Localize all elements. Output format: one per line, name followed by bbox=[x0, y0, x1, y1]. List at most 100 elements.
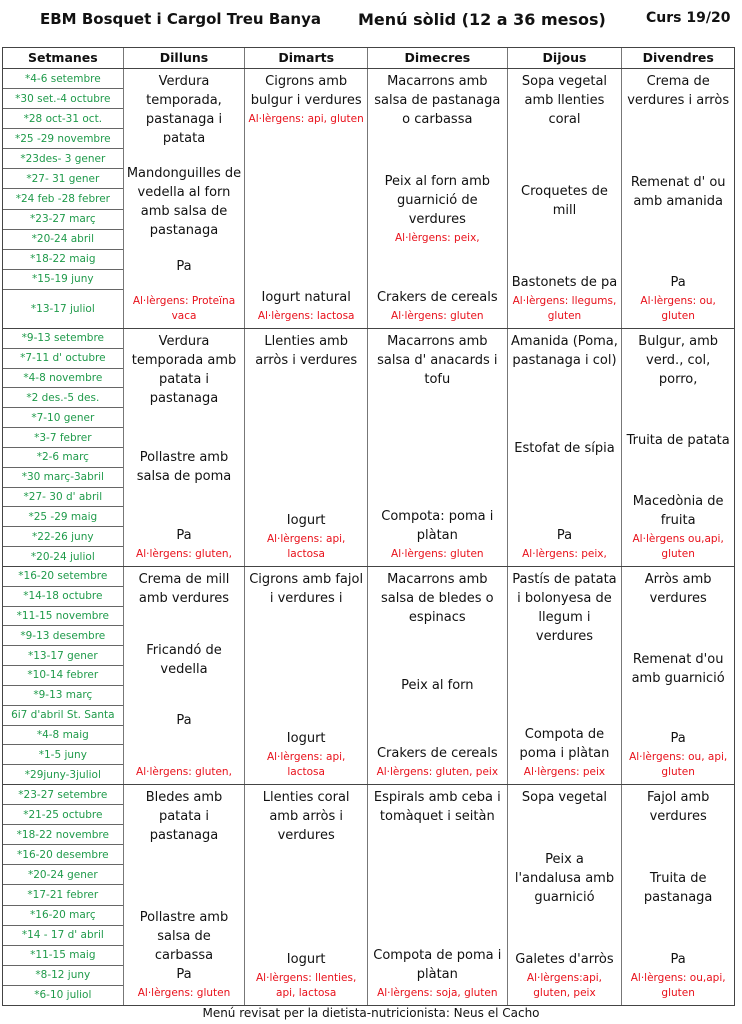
allergen-note: Al·lèrgens: llegums, gluten bbox=[512, 295, 617, 322]
menu-cell-thursday: Pastís de patata i bolonyesa de llegum i… bbox=[508, 567, 623, 784]
dish-group: Pollastre amb salsa de poma bbox=[127, 448, 242, 486]
dish-group: Peix al forn amb guarnició de verdures Al… bbox=[371, 172, 504, 246]
dish-name: Pa bbox=[176, 713, 192, 729]
dish-name: Verdura temporada, pastanaga i patata bbox=[145, 74, 223, 146]
dish-group: Croquetes de mill bbox=[511, 182, 619, 220]
allergen-note: Al·lèrgens: peix, bbox=[394, 231, 480, 244]
dish-group: Espirals amb ceba i tomàquet i seitàn bbox=[371, 788, 504, 826]
week-date: *20-24 gener bbox=[3, 865, 123, 886]
menu-table: Setmanes Dilluns Dimarts Dimecres Dijous… bbox=[2, 47, 735, 1006]
dish-group: Macarrons amb salsa d' anacards i tofu bbox=[371, 332, 504, 389]
week-date: *2-6 març bbox=[3, 448, 123, 468]
week-date: *1-5 juny bbox=[3, 745, 123, 766]
menu-cell-thursday: Amanida (Poma, pastanaga i col) Estofat d… bbox=[508, 329, 623, 566]
week-date: *16-20 setembre bbox=[3, 567, 123, 587]
week-date: *28 oct-31 oct. bbox=[3, 109, 123, 130]
dish-name: Iogurt bbox=[286, 731, 326, 746]
dish-group: Crema de verdures i arròs bbox=[625, 72, 731, 110]
allergen-note: Al·lèrgens: gluten, bbox=[136, 765, 232, 778]
dish-name: Truita de patata bbox=[626, 433, 730, 448]
week-date: *7-11 d' octubre bbox=[3, 349, 123, 369]
dish-group: Compota de poma i plàtan Al·lèrgens: soja… bbox=[371, 946, 504, 1001]
allergen-note: Al·lèrgens: ou, api, gluten bbox=[629, 751, 728, 778]
dish-group: Remenat d' ou amb amanida bbox=[625, 173, 731, 211]
week-date: *27- 31 gener bbox=[3, 169, 123, 190]
menu-cell-friday: Fajol amb verdures Truita de pastanaga Pa A… bbox=[622, 785, 734, 1005]
dish-name: Macedònia de fruita bbox=[632, 494, 724, 528]
allergen-note: Al·lèrgens: soja, gluten bbox=[377, 987, 498, 999]
dish-name: Crakers de cereals bbox=[376, 290, 498, 305]
week-date: *13-17 gener bbox=[3, 646, 123, 667]
dish-group: Llenties amb arròs i verdures bbox=[248, 332, 364, 370]
dish-group: Al·lèrgens: Proteïna vaca bbox=[127, 292, 242, 324]
week-date: *16-20 març bbox=[3, 906, 123, 926]
week-date: *4-6 setembre bbox=[3, 69, 123, 90]
dish-name: Iogurt bbox=[286, 952, 326, 967]
week-date: *9-13 desembre bbox=[3, 626, 123, 647]
dish-name: Pollastre amb salsa de carbassa bbox=[139, 910, 229, 963]
dish-group: Peix a l'andalusa amb guarnició bbox=[511, 850, 619, 907]
week-date: *18-22 novembre bbox=[3, 825, 123, 846]
column-header-thursday: Dijous bbox=[508, 48, 623, 68]
menu-cell-friday: Arròs amb verdures Remenat d'ou amb guarn… bbox=[622, 567, 734, 784]
column-header-monday: Dilluns bbox=[124, 48, 246, 68]
dish-group: Pollastre amb salsa de carbassa Pa Al·lèrg… bbox=[127, 908, 242, 1001]
dish-group: Pa Al·lèrgens: ou, gluten bbox=[625, 273, 731, 324]
dish-name: Peix al forn bbox=[401, 678, 474, 693]
dish-name: Cigrons amb bulgur i verdures bbox=[250, 74, 362, 108]
dish-name: Remenat d' ou amb amanida bbox=[630, 174, 726, 209]
course-year: Curs 19/20 bbox=[646, 10, 731, 26]
week-date: *8-12 juny bbox=[3, 966, 123, 986]
allergen-note: Al·lèrgens: llenties, api, lactosa bbox=[256, 972, 357, 999]
dish-group: Fajol amb verdures bbox=[625, 788, 731, 826]
week-date: *22-26 juny bbox=[3, 527, 123, 548]
dish-name: Galetes d'arròs bbox=[515, 952, 614, 967]
week-date: 6i7 d'abril St. Santa bbox=[3, 706, 123, 726]
dish-group: Crakers de cereals Al·lèrgens: gluten, pe… bbox=[371, 744, 504, 780]
dish-group: Llenties coral amb arròs i verdures bbox=[248, 788, 364, 845]
dish-name: Pa bbox=[556, 528, 573, 543]
menu-cell-monday: Verdura temporada amb patata i pastanaga… bbox=[124, 329, 246, 566]
dish-name: Llenties coral amb arròs i verdures bbox=[262, 790, 350, 843]
dish-group: Iogurt natural Al·lèrgens: lactosa bbox=[248, 288, 364, 324]
week-date: *27- 30 d' abril bbox=[3, 488, 123, 508]
dish-name: Compota de poma i plàtan bbox=[373, 948, 502, 982]
week-date: *30 març-3abril bbox=[3, 468, 123, 488]
column-header-wednesday: Dimecres bbox=[368, 48, 508, 68]
dish-name: Pa bbox=[176, 528, 192, 543]
menu-cell-tuesday: Cigrons amb bulgur i verdures Al·lèrgens:… bbox=[245, 69, 368, 328]
footer-note: Menú revisat per la dietista-nutricionis… bbox=[202, 1006, 540, 1020]
week-date: *18-22 maig bbox=[3, 250, 123, 270]
week-date: *7-10 gener bbox=[3, 408, 123, 429]
dish-group: Al·lèrgens: gluten, bbox=[127, 763, 242, 780]
week-date: *4-8 novembre bbox=[3, 369, 123, 389]
dish-group: Verdura temporada, pastanaga i patata bbox=[127, 72, 242, 148]
menu-cell-monday: Bledes amb patata i pastanaga Pollastre a… bbox=[124, 785, 246, 1005]
dish-name: Sopa vegetal amb llenties coral bbox=[521, 74, 608, 127]
column-header-friday: Divendres bbox=[642, 50, 714, 65]
dish-group: Peix al forn bbox=[371, 676, 504, 695]
week-date: *3-7 febrer bbox=[3, 428, 123, 448]
week-block: *23-27 setembre *21-25 octubre *18-22 nove… bbox=[3, 785, 734, 1005]
dish-name: Bastonets de pa bbox=[511, 275, 618, 290]
dish-name: Iogurt bbox=[286, 513, 326, 528]
dish-group: Galetes d'arròs Al·lèrgens:api, gluten, p… bbox=[511, 950, 619, 1001]
allergen-note: Al·lèrgens: gluten bbox=[391, 548, 484, 560]
week-date: *21-25 octubre bbox=[3, 805, 123, 826]
dish-name: Pa bbox=[176, 258, 192, 274]
dish-group: Pa bbox=[127, 711, 242, 730]
allergen-note: Al·lèrgens: lactosa bbox=[257, 310, 355, 322]
menu-cell-monday: Verdura temporada, pastanaga i patata Man… bbox=[124, 69, 246, 328]
dish-name: Macarrons amb salsa d' anacards i tofu bbox=[377, 334, 498, 387]
dish-name: Pa bbox=[176, 967, 192, 982]
menu-cell-monday: Crema de mill amb verdures Fricandó de ve… bbox=[124, 567, 246, 784]
dish-name: Cigrons amb fajol i verdures i bbox=[249, 572, 364, 606]
week-date: *9-13 setembre bbox=[3, 329, 123, 349]
column-header-tuesday: Dimarts bbox=[245, 48, 369, 68]
week-date: *6-10 juliol bbox=[34, 989, 92, 1002]
dish-name: Pa bbox=[670, 952, 686, 967]
dish-name: Compota de poma i plàtan bbox=[519, 727, 610, 761]
dish-name: Pa bbox=[670, 731, 686, 746]
dish-name: Crema de verdures i arròs bbox=[627, 74, 730, 108]
menu-cell-thursday: Sopa vegetal Peix a l'andalusa amb guarni… bbox=[508, 785, 623, 1005]
